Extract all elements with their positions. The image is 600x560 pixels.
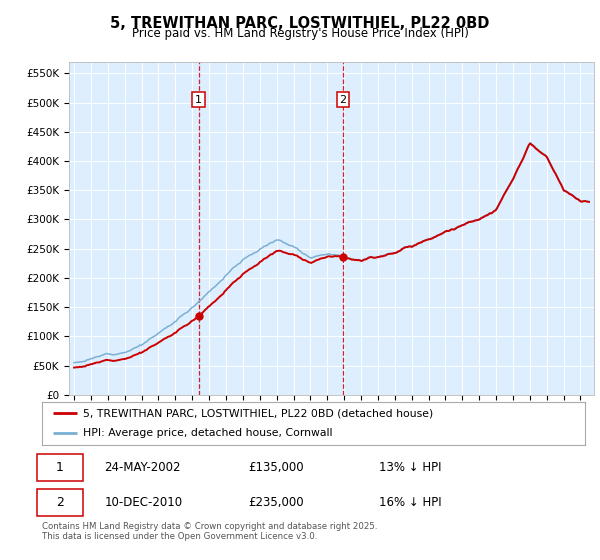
Text: 2: 2 — [340, 95, 347, 105]
Text: £235,000: £235,000 — [248, 496, 304, 509]
Text: 24-MAY-2002: 24-MAY-2002 — [104, 461, 181, 474]
FancyBboxPatch shape — [37, 454, 83, 481]
Text: Contains HM Land Registry data © Crown copyright and database right 2025.
This d: Contains HM Land Registry data © Crown c… — [42, 522, 377, 542]
Text: 16% ↓ HPI: 16% ↓ HPI — [379, 496, 441, 509]
Text: HPI: Average price, detached house, Cornwall: HPI: Average price, detached house, Corn… — [83, 428, 332, 438]
Text: 1: 1 — [56, 461, 64, 474]
Text: 10-DEC-2010: 10-DEC-2010 — [104, 496, 182, 509]
Text: 1: 1 — [195, 95, 202, 105]
FancyBboxPatch shape — [37, 489, 83, 516]
Text: 5, TREWITHAN PARC, LOSTWITHIEL, PL22 0BD: 5, TREWITHAN PARC, LOSTWITHIEL, PL22 0BD — [110, 16, 490, 31]
Text: £135,000: £135,000 — [248, 461, 304, 474]
Text: 5, TREWITHAN PARC, LOSTWITHIEL, PL22 0BD (detached house): 5, TREWITHAN PARC, LOSTWITHIEL, PL22 0BD… — [83, 408, 433, 418]
Text: 13% ↓ HPI: 13% ↓ HPI — [379, 461, 441, 474]
Text: 2: 2 — [56, 496, 64, 509]
Text: Price paid vs. HM Land Registry's House Price Index (HPI): Price paid vs. HM Land Registry's House … — [131, 27, 469, 40]
